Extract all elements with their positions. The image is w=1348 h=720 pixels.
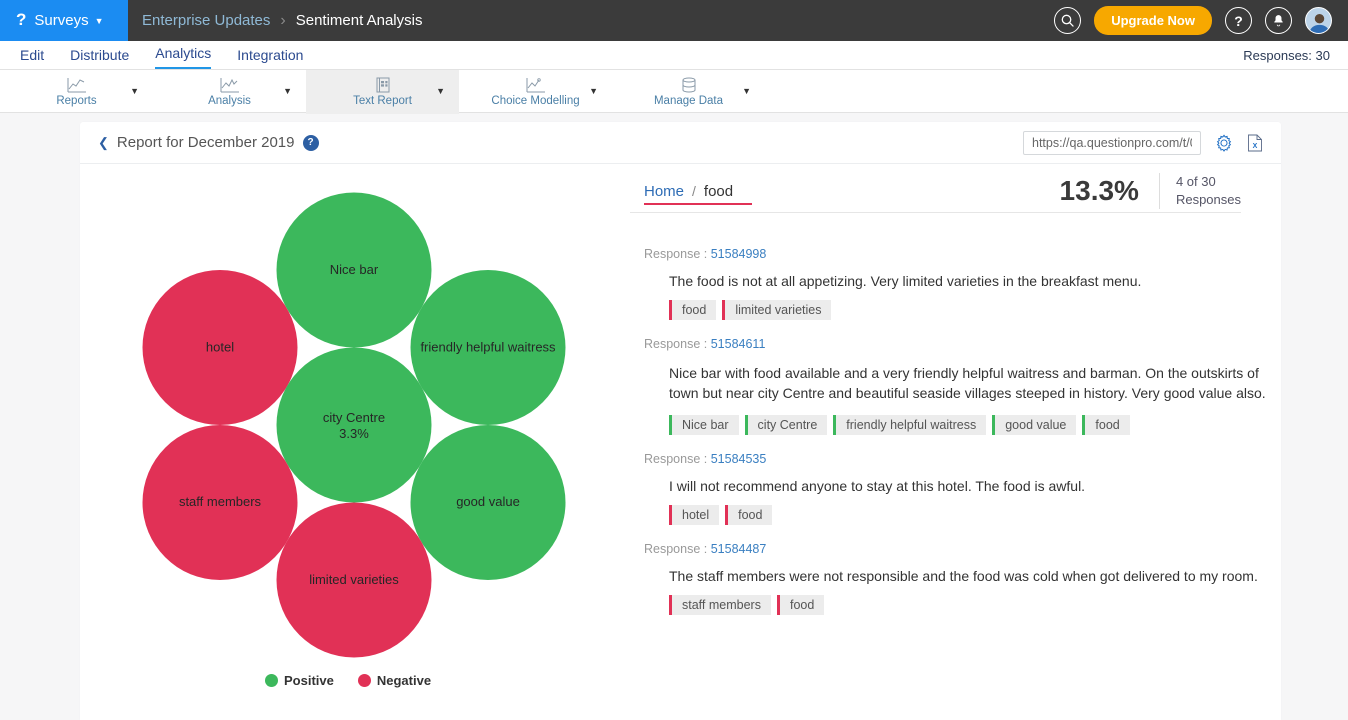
svg-text:city Centre: city Centre (323, 410, 385, 425)
svg-text:3.3%: 3.3% (339, 426, 369, 441)
svg-text:hotel: hotel (206, 340, 234, 355)
svg-text:limited varieties: limited varieties (309, 572, 399, 587)
svg-text:Nice bar: Nice bar (330, 262, 379, 277)
svg-text:staff members: staff members (179, 494, 262, 509)
svg-text:good value: good value (456, 494, 520, 509)
svg-text:X: X (1253, 143, 1258, 150)
svg-text:friendly helpful waitress: friendly helpful waitress (420, 340, 556, 355)
